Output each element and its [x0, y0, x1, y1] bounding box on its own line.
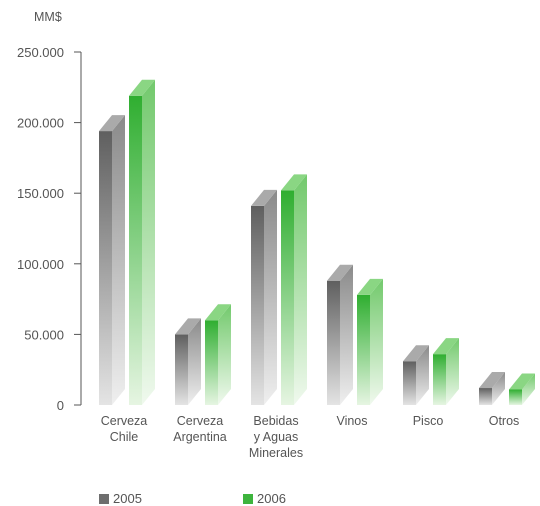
bar-front-face	[357, 294, 370, 405]
bar-2006	[509, 373, 535, 405]
y-tick-label: 200.000	[17, 116, 64, 131]
bars	[99, 79, 535, 406]
category-label: Cerveza Chile	[101, 414, 148, 444]
bar-side-face	[446, 338, 459, 405]
bar-side-face	[188, 318, 201, 405]
bar-2005	[327, 264, 353, 405]
bar-top-face	[99, 115, 125, 132]
category-label: Cerveza Argentina	[173, 414, 227, 444]
y-tick-label: 250.000	[17, 45, 64, 60]
y-tick-label: 150.000	[17, 186, 64, 201]
bar-top-face	[205, 304, 231, 321]
bar-side-face	[370, 278, 383, 405]
legend-item-2005: 2005	[99, 491, 142, 506]
bar-top-face	[509, 373, 535, 390]
legend-swatch-2006	[243, 494, 253, 504]
bar-front-face	[205, 320, 218, 405]
bar-2006	[281, 174, 307, 405]
bar-top-face	[433, 338, 459, 355]
category-label: Bebidas y Aguas Minerales	[249, 414, 303, 460]
bar-side-face	[294, 174, 307, 405]
bar-front-face	[327, 280, 340, 405]
legend-label-2006: 2006	[257, 491, 286, 506]
bar-front-face	[281, 190, 294, 405]
category-label: Pisco	[413, 414, 444, 428]
bar-front-face	[99, 131, 112, 405]
bar-front-face	[251, 205, 264, 405]
bar-top-face	[251, 189, 277, 206]
bar-front-face	[433, 354, 446, 405]
bar-side-face	[264, 189, 277, 405]
y-tick-label: 100.000	[17, 257, 64, 272]
bar-2006	[205, 304, 231, 405]
bar-side-face	[416, 345, 429, 405]
bar-front-face	[175, 334, 188, 405]
bar-top-face	[129, 79, 155, 96]
x-axis-labels: Cerveza Chile Cerveza Argentina Bebidas y Agu…	[101, 414, 520, 460]
bar-front-face	[403, 361, 416, 405]
bar-2006	[357, 278, 383, 405]
bar-front-face	[479, 388, 492, 405]
bar-side-face	[218, 304, 231, 405]
bar-2005	[479, 372, 505, 405]
bar-side-face	[142, 79, 155, 405]
bar-top-face	[479, 372, 505, 389]
bar-side-face	[522, 373, 535, 405]
bar-2006	[433, 338, 459, 405]
bar-top-face	[403, 345, 429, 362]
bar-front-face	[129, 95, 142, 405]
bar-2005	[175, 318, 201, 405]
legend-item-2006: 2006	[243, 491, 286, 506]
bar-side-face	[112, 115, 125, 406]
bar-top-face	[175, 318, 201, 335]
y-tick-label: 0	[57, 398, 64, 413]
category-label: Vinos	[336, 414, 367, 428]
bar-2005	[99, 115, 125, 406]
bar-top-face	[357, 278, 383, 295]
y-axis-unit-label: MM$	[34, 10, 62, 24]
category-label: Otros	[489, 414, 520, 428]
y-tick-label: 50.000	[24, 327, 64, 342]
y-axis-ticks: 0 50.000 100.000 150.000 200.000 250.000	[17, 45, 81, 413]
bar-2006	[129, 79, 155, 405]
bar-top-face	[281, 174, 307, 191]
bar-2005	[251, 189, 277, 405]
legend: 2005 2006	[99, 491, 286, 506]
bar-top-face	[327, 264, 353, 281]
legend-swatch-2005	[99, 494, 109, 504]
bar-side-face	[492, 372, 505, 405]
bar-2005	[403, 345, 429, 405]
legend-label-2005: 2005	[113, 491, 142, 506]
bar-front-face	[509, 389, 522, 405]
bar-side-face	[340, 264, 353, 405]
